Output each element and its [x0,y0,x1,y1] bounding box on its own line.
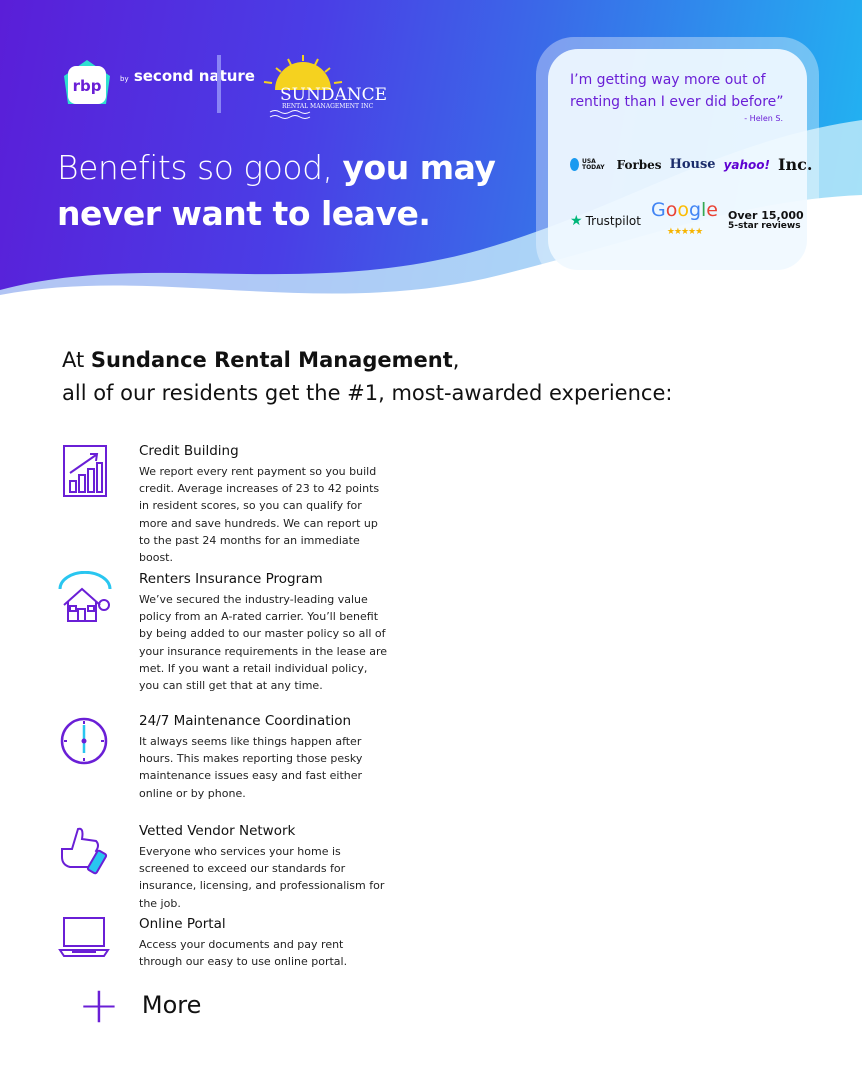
testimonial-card: I’m getting way more out of renting than… [536,37,819,282]
benefit-title: Online Portal [139,916,226,932]
inc-logo: Inc. [778,155,813,174]
second-nature-logo: by second nature [120,67,255,85]
google-logo: Google ★★★★★ [650,199,718,238]
benefit-title: Renters Insurance Program [139,571,323,587]
benefit-description: Access your documents and pay rent throu… [139,938,348,969]
laptop-icon [58,917,110,957]
wave-decoration [0,120,862,330]
benefit-title: Credit Building [139,443,239,459]
press-logos: USA TODAY Forbes House yahoo! Inc. [570,155,812,174]
house-logo: House [669,157,716,172]
benefit-description: We’ve secured the industry-leading value… [139,593,388,693]
forbes-logo: Forbes [616,157,662,172]
testimonial-author: - Helen S. [744,114,783,123]
house-umbrella-icon [58,571,112,622]
benefit-title: 24/7 Maintenance Coordination [139,713,352,729]
review-badges: ★ Trustpilot Google ★★★★★ Over 15,000 5-sta… [570,201,804,241]
benefit-title: Vetted Vendor Network [139,823,296,839]
reviews-count: Over 15,000 5-star reviews [728,209,804,231]
more-link[interactable]: + More [78,976,202,1034]
plus-icon: + [78,976,120,1034]
rbp-logo: rbp [64,60,110,104]
chart-growth-icon [63,445,107,497]
clock-icon [60,717,108,765]
svg-text:SUNDANCE: SUNDANCE [280,85,387,105]
trustpilot-logo: ★ Trustpilot [570,213,641,229]
sundance-logo: SUNDANCE RENTAL MANAGEMENT INC [263,55,387,119]
hero-headline: Benefits so good, you may never want to l… [57,148,496,233]
yahoo-logo: yahoo! [723,157,770,172]
more-label: More [141,991,202,1019]
benefit-description: Everyone who services your home is scree… [139,845,385,910]
benefit-description: It always seems like things happen after… [139,735,363,800]
hero-banner: rbp by second nature SUNDANCE RENTAL MAN… [0,0,862,330]
logo-divider [217,55,221,113]
benefit-description: We report every rent payment so you buil… [139,465,380,565]
svg-text:rbp: rbp [73,77,102,95]
thumbs-up-icon [61,827,108,875]
five-stars-icon: ★★★★★ [666,227,703,237]
svg-text:RENTAL MANAGEMENT INC: RENTAL MANAGEMENT INC [282,103,374,110]
star-icon: ★ [570,213,583,229]
testimonial-quote: I’m getting way more out of renting than… [570,72,784,110]
intro-heading: At Sundance Rental Management, all of our… [62,348,673,405]
usa-today-logo: USA TODAY [570,158,609,171]
